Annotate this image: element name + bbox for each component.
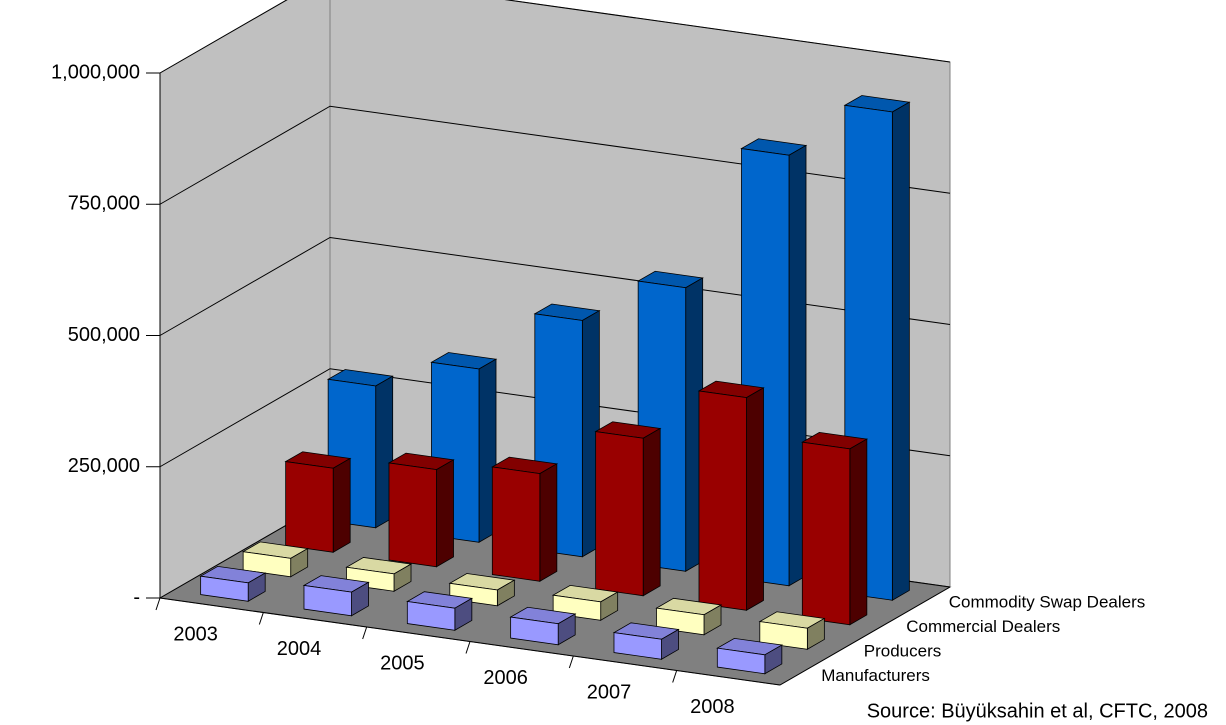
x-tick-label: 2005 <box>380 653 425 675</box>
x-tick-label: 2003 <box>173 624 218 646</box>
x-tick-label: 2004 <box>277 638 322 660</box>
bar <box>509 606 577 646</box>
bar-side <box>891 101 910 601</box>
bar <box>716 637 784 675</box>
bar-side <box>436 459 454 568</box>
bar-side <box>539 463 558 582</box>
bar-front <box>801 441 851 626</box>
bar-front <box>510 616 559 646</box>
bar <box>241 541 309 578</box>
series-label: Commodity Swap Dealers <box>949 593 1146 612</box>
bar-front <box>285 461 334 553</box>
bar <box>284 451 352 553</box>
bar <box>843 95 911 601</box>
bar-front <box>716 647 766 675</box>
source-note: Source: Büyüksahin et al, CFTC, 2008 <box>867 700 1208 722</box>
bar <box>594 421 662 597</box>
bar <box>801 431 869 626</box>
bar-side <box>849 438 868 626</box>
bar-front <box>242 551 292 578</box>
bar-front <box>200 575 249 602</box>
x-tick <box>362 626 368 640</box>
bar-front <box>595 431 644 597</box>
bar <box>612 622 680 660</box>
bar-front <box>406 601 456 631</box>
bar <box>758 611 826 650</box>
x-tick <box>568 655 574 669</box>
x-tick-label: 2006 <box>483 667 528 689</box>
bar <box>491 456 559 582</box>
bar <box>406 591 474 631</box>
series-label: Commercial Dealers <box>906 617 1060 636</box>
bar <box>199 565 267 602</box>
x-tick-label: 2008 <box>690 696 735 718</box>
grid-line <box>159 0 951 74</box>
x-tick <box>258 612 264 625</box>
bar-front <box>491 466 541 582</box>
bar-front <box>698 390 747 611</box>
bar-side <box>332 457 351 553</box>
bar <box>387 452 455 568</box>
series-label: Manufacturers <box>821 666 930 685</box>
y-tick-label: 750,000 <box>68 193 140 215</box>
x-tick <box>155 597 161 611</box>
y-tick-label: 1,000,000 <box>51 61 140 83</box>
bar-side <box>642 427 661 597</box>
bar <box>302 575 370 617</box>
depth-axis <box>779 586 951 686</box>
x-tick <box>672 670 678 683</box>
bar-side <box>746 387 764 611</box>
x-tick-label: 2007 <box>587 682 632 704</box>
y-tick-label: 500,000 <box>68 324 140 346</box>
y-tick-label: - <box>133 586 140 608</box>
bar <box>697 380 765 611</box>
y-tick-label: 250,000 <box>68 455 140 477</box>
bar-front <box>303 584 352 617</box>
series-label: Producers <box>864 642 941 661</box>
bar-front <box>759 621 808 650</box>
bar-front <box>388 462 437 568</box>
x-tick <box>465 641 471 654</box>
bar-front <box>613 632 662 660</box>
